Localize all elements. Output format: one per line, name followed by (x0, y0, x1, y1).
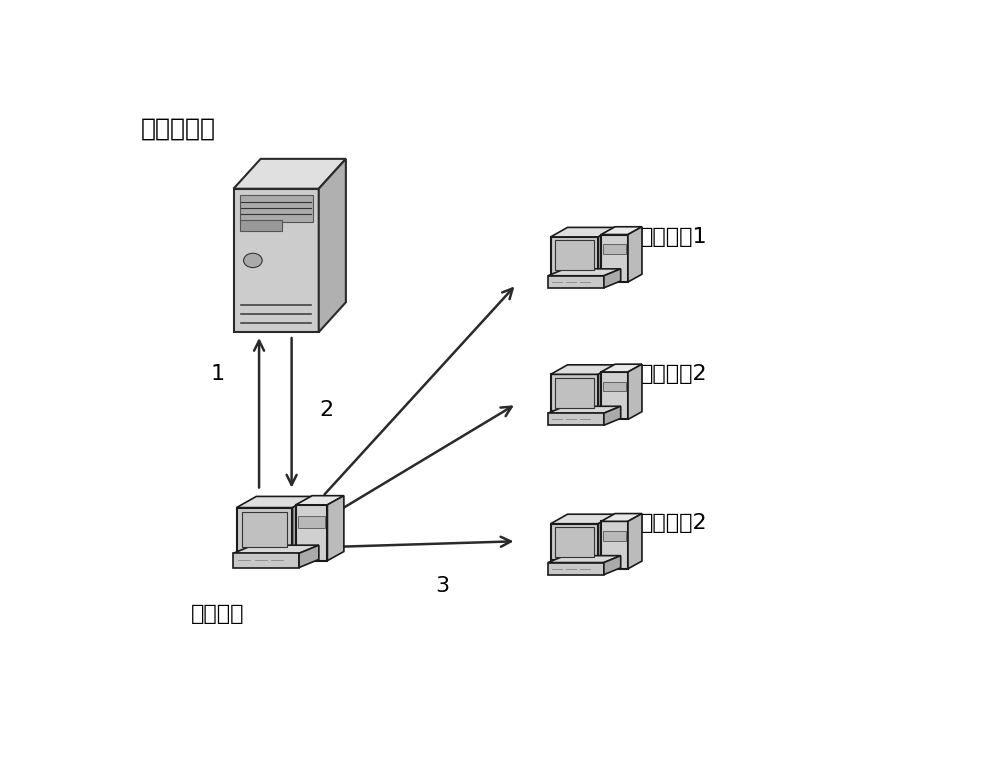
Polygon shape (233, 546, 319, 553)
FancyBboxPatch shape (555, 378, 594, 407)
Circle shape (244, 253, 262, 268)
Polygon shape (237, 497, 312, 508)
FancyBboxPatch shape (551, 237, 598, 274)
Polygon shape (628, 514, 642, 569)
Text: 2: 2 (319, 400, 334, 420)
Polygon shape (598, 227, 615, 274)
Polygon shape (628, 227, 642, 282)
Polygon shape (548, 556, 621, 563)
FancyBboxPatch shape (237, 508, 292, 551)
Text: 请求节点: 请求节点 (191, 604, 244, 624)
Polygon shape (548, 268, 621, 275)
FancyBboxPatch shape (234, 189, 319, 332)
FancyBboxPatch shape (551, 374, 598, 411)
Polygon shape (551, 227, 615, 237)
Text: 邻居节点2: 邻居节点2 (640, 514, 708, 533)
FancyBboxPatch shape (601, 521, 628, 569)
Polygon shape (628, 364, 642, 420)
Polygon shape (598, 365, 615, 411)
Polygon shape (299, 546, 319, 567)
Text: 1: 1 (211, 364, 225, 384)
Polygon shape (601, 364, 642, 372)
Polygon shape (601, 514, 642, 521)
FancyBboxPatch shape (555, 527, 594, 557)
FancyBboxPatch shape (548, 563, 604, 575)
Polygon shape (327, 496, 344, 561)
Polygon shape (604, 556, 621, 575)
FancyBboxPatch shape (233, 553, 299, 567)
FancyBboxPatch shape (555, 241, 594, 270)
FancyBboxPatch shape (603, 532, 626, 541)
Polygon shape (296, 496, 344, 505)
FancyBboxPatch shape (242, 511, 287, 547)
Polygon shape (234, 159, 346, 189)
Text: 邻居节点2: 邻居节点2 (640, 364, 708, 384)
Polygon shape (604, 268, 621, 288)
Polygon shape (601, 227, 642, 234)
Polygon shape (292, 497, 312, 551)
Polygon shape (551, 365, 615, 374)
FancyBboxPatch shape (601, 372, 628, 420)
FancyBboxPatch shape (240, 195, 313, 222)
FancyBboxPatch shape (601, 234, 628, 282)
Text: 3: 3 (436, 576, 450, 596)
FancyBboxPatch shape (298, 517, 325, 528)
FancyBboxPatch shape (551, 524, 598, 560)
FancyBboxPatch shape (240, 220, 282, 230)
FancyBboxPatch shape (548, 413, 604, 425)
FancyBboxPatch shape (548, 275, 604, 288)
FancyBboxPatch shape (603, 382, 626, 391)
Polygon shape (319, 159, 346, 332)
Text: 邻居节点1: 邻居节点1 (640, 227, 708, 247)
Text: 登录服务器: 登录服务器 (140, 117, 216, 141)
FancyBboxPatch shape (603, 244, 626, 254)
Polygon shape (551, 514, 615, 524)
Polygon shape (548, 407, 621, 413)
FancyBboxPatch shape (296, 505, 327, 561)
Polygon shape (604, 407, 621, 425)
Polygon shape (598, 514, 615, 560)
